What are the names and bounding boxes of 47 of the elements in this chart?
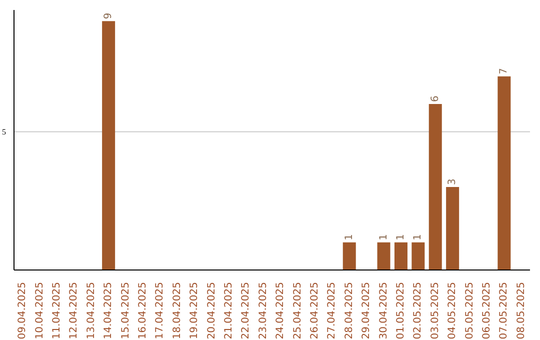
bar bbox=[377, 242, 390, 270]
x-tick-label: 15.04.2025 bbox=[120, 282, 132, 340]
bar bbox=[342, 242, 356, 270]
data-label: 6 bbox=[430, 96, 441, 102]
x-tick-label: 04.05.2025 bbox=[447, 282, 458, 340]
x-tick-label: 10.04.2025 bbox=[34, 282, 46, 340]
data-label: 1 bbox=[412, 234, 424, 240]
x-tick-label: 27.04.2025 bbox=[326, 282, 338, 340]
data-label: 1 bbox=[395, 234, 406, 240]
x-tick-label: 13.04.2025 bbox=[86, 282, 97, 340]
data-label: 9 bbox=[103, 12, 114, 20]
x-tick-label: 17.04.2025 bbox=[154, 282, 166, 340]
bar bbox=[498, 76, 511, 270]
x-tick-label: 23.04.2025 bbox=[258, 282, 269, 340]
x-tick-label: 18.04.2025 bbox=[172, 282, 183, 340]
x-tick-label: 20.04.2025 bbox=[206, 282, 218, 340]
x-tick-label: 19.04.2025 bbox=[189, 282, 200, 340]
data-label: 1 bbox=[378, 234, 390, 240]
x-tick-label: 16.04.2025 bbox=[138, 282, 148, 340]
x-tick-label: 01.05.2025 bbox=[396, 282, 406, 340]
x-tick-label: 02.05.2025 bbox=[412, 282, 424, 340]
x-tick-label: 21.04.2025 bbox=[224, 282, 234, 340]
bar bbox=[446, 187, 460, 270]
x-tick-label: 12.04.2025 bbox=[68, 282, 80, 340]
x-tick-label: 28.04.2025 bbox=[344, 282, 355, 340]
bar bbox=[102, 21, 116, 270]
x-tick-label: 11.04.2025 bbox=[52, 282, 62, 340]
x-tick-label: 14.04.2025 bbox=[103, 282, 114, 340]
x-tick-label: 29.04.2025 bbox=[361, 282, 372, 340]
x-tick-label: 25.04.2025 bbox=[292, 282, 304, 340]
x-tick-label: 26.04.2025 bbox=[310, 282, 320, 340]
x-tick-label: 24.04.2025 bbox=[275, 282, 286, 340]
data-label: 3 bbox=[447, 178, 458, 186]
x-tick-label: 07.05.2025 bbox=[498, 282, 510, 340]
x-tick-label: 03.05.2025 bbox=[430, 282, 441, 340]
x-tick-label: 30.04.2025 bbox=[378, 282, 390, 340]
bar bbox=[428, 104, 442, 270]
x-tick-label: 08.05.2025 bbox=[516, 282, 527, 340]
x-tick-label: 22.04.2025 bbox=[240, 282, 252, 340]
x-tick-label: 09.04.2025 bbox=[17, 282, 28, 340]
x-tick-label: 05.05.2025 bbox=[464, 282, 476, 340]
data-label: 1 bbox=[344, 234, 355, 240]
x-tick-label: 06.05.2025 bbox=[482, 282, 492, 340]
bar bbox=[412, 242, 425, 270]
bar bbox=[394, 242, 408, 270]
data-label: 7 bbox=[498, 68, 510, 74]
y-tick-label: 5 bbox=[2, 128, 6, 137]
